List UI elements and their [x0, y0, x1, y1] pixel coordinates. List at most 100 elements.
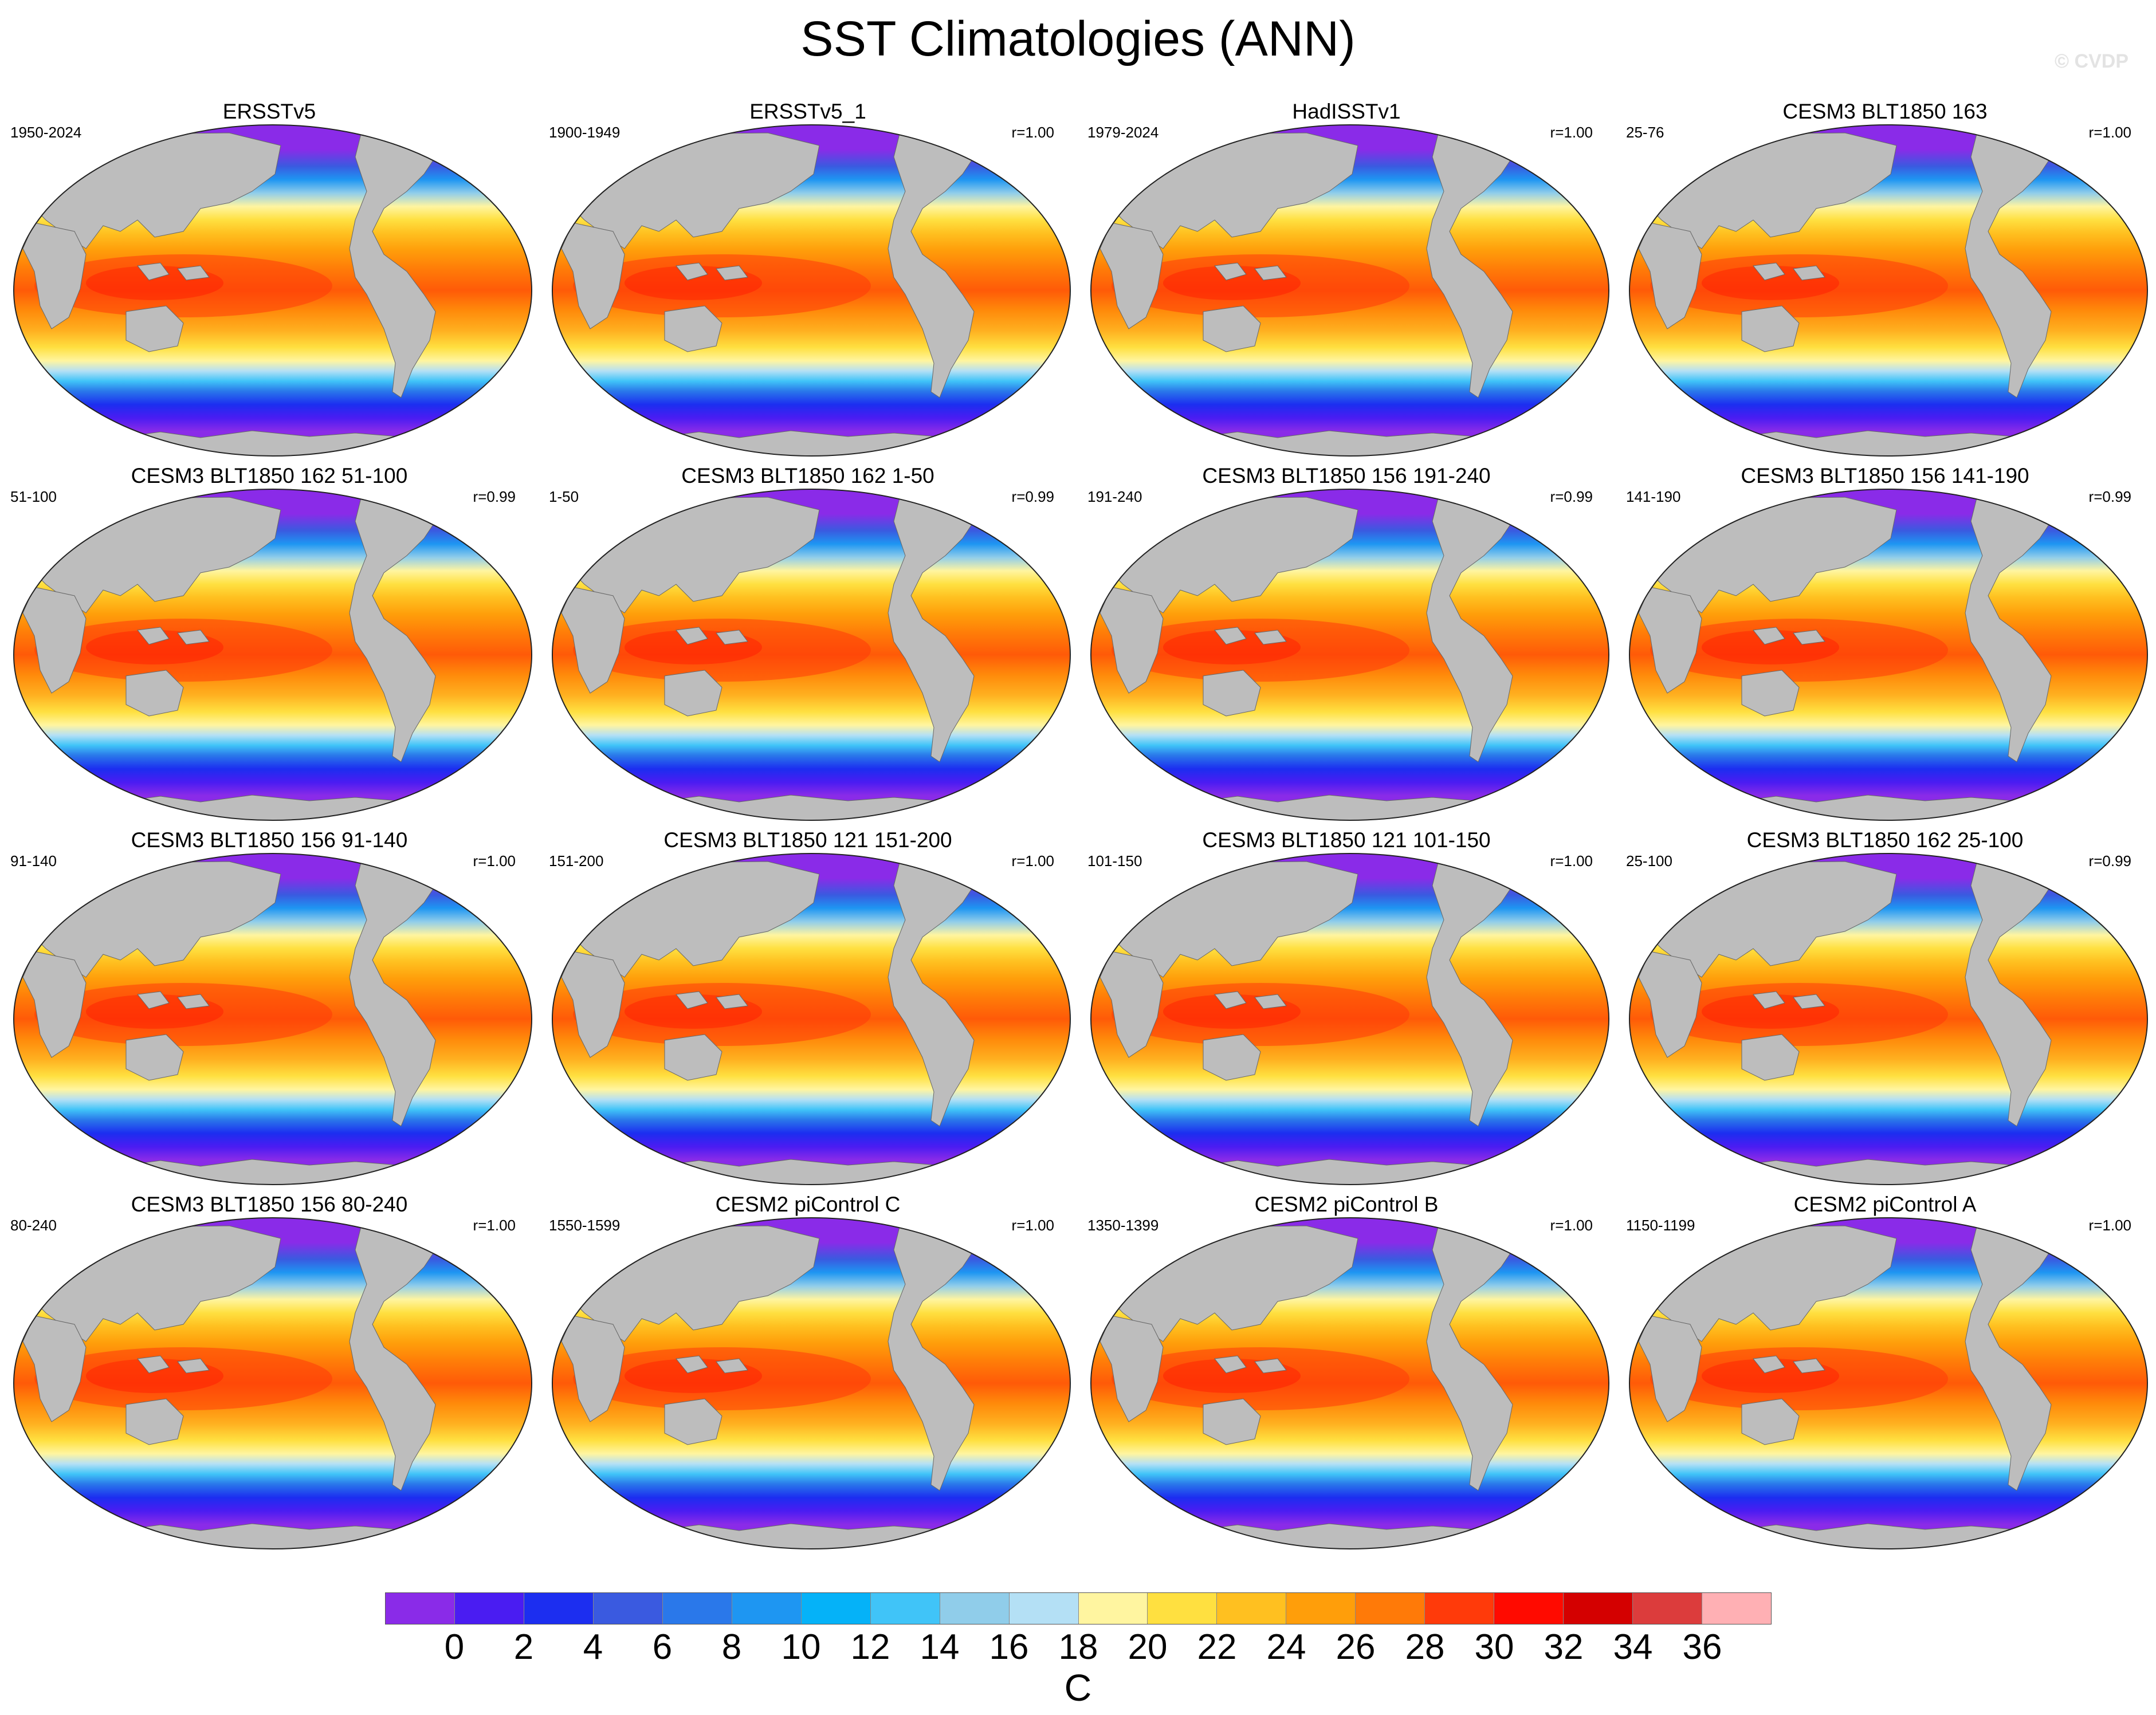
- panel-correlation-label: r=0.99: [473, 488, 516, 505]
- map-panel: CESM3 BLT1850 163 25-76 r=1.00: [1616, 99, 2154, 458]
- panel-title: CESM3 BLT1850 156 191-240: [1202, 464, 1491, 487]
- panel-correlation-label: r=1.00: [1550, 124, 1593, 141]
- panel-correlation-label: r=1.00: [2088, 124, 2131, 141]
- colorbar-tick-label: 22: [1197, 1627, 1237, 1667]
- colorbar-tick-label: 14: [920, 1627, 960, 1667]
- colorbar-box: [1425, 1593, 1495, 1624]
- panel-period-label: 1900-1949: [549, 124, 621, 141]
- colorbar-box: [593, 1593, 663, 1624]
- map-panel: CESM3 BLT1850 156 191-240 191-240 r=0.99: [1077, 463, 1616, 823]
- map-panel: CESM3 BLT1850 156 141-190 141-190 r=0.99: [1616, 463, 2154, 823]
- colorbar-labels: 0 2 4 6 8 10 12 14 16 18 20 22 24 26 28 30 32 34 36: [385, 1627, 1772, 1667]
- map-panel: CESM3 BLT1850 162 51-100 51-100 r=0.99: [0, 463, 539, 823]
- colorbar-tick-label: 6: [652, 1627, 673, 1667]
- colorbar-box: [454, 1593, 524, 1624]
- panel-title: ERSSTv5_1: [749, 100, 866, 123]
- panel-period-label: 1150-1199: [1626, 1217, 1695, 1234]
- panel-title: ERSSTv5: [222, 100, 316, 123]
- colorbar-tick-label: 10: [781, 1627, 821, 1667]
- sst-map: [1089, 487, 1611, 823]
- panel-correlation-label: r=1.00: [1011, 852, 1054, 870]
- panel-correlation-label: r=0.99: [1550, 488, 1593, 505]
- watermark: © CVDP: [2055, 50, 2128, 72]
- colorbar-box: [1633, 1593, 1703, 1624]
- map-panel: CESM3 BLT1850 162 1-50 1-50 r=0.99: [539, 463, 1077, 823]
- colorbar-box: [1494, 1593, 1564, 1624]
- colorbar-tick-label: 32: [1544, 1627, 1584, 1667]
- panel-title: CESM3 BLT1850 121 151-200: [663, 828, 952, 852]
- colorbar-box: [1217, 1593, 1287, 1624]
- panel-correlation-label: r=0.99: [2088, 488, 2131, 505]
- panel-correlation-label: r=1.00: [1550, 852, 1593, 870]
- colorbar-unit: C: [1064, 1666, 1092, 1709]
- panel-correlation-label: r=0.99: [2088, 852, 2131, 870]
- sst-map: [550, 1216, 1073, 1551]
- map-panel: CESM3 BLT1850 121 151-200 151-200 r=1.00: [539, 827, 1077, 1187]
- sst-map: [1627, 123, 2150, 458]
- sst-map: [1627, 487, 2150, 823]
- colorbar-box: [1564, 1593, 1633, 1624]
- colorbar-box: [662, 1593, 732, 1624]
- panel-correlation-label: r=1.00: [1550, 1217, 1593, 1234]
- colorbar-box: [940, 1593, 1010, 1624]
- colorbar-tick-label: 26: [1336, 1627, 1376, 1667]
- colorbar-tick-label: 12: [850, 1627, 890, 1667]
- panel-period-label: 80-240: [10, 1217, 57, 1234]
- colorbar-box: [1009, 1593, 1079, 1624]
- map-panel: CESM3 BLT1850 121 101-150 101-150 r=1.00: [1077, 827, 1616, 1187]
- sst-map: [1627, 851, 2150, 1187]
- colorbar-box: [1078, 1593, 1148, 1624]
- colorbar-box: [1148, 1593, 1218, 1624]
- colorbar-tick-label: 0: [444, 1627, 465, 1667]
- sst-map: [550, 851, 1073, 1187]
- map-panel: CESM3 BLT1850 156 80-240 80-240 r=1.00: [0, 1191, 539, 1551]
- sst-map: [1089, 851, 1611, 1187]
- panel-period-label: 51-100: [10, 488, 57, 505]
- panel-correlation-label: r=1.00: [1011, 124, 1054, 141]
- colorbar-box: [524, 1593, 594, 1624]
- panel-period-label: 1350-1399: [1087, 1217, 1159, 1234]
- panel-title: CESM2 piControl B: [1254, 1193, 1439, 1216]
- panel-title: HadISSTv1: [1292, 100, 1401, 123]
- map-panel: ERSSTv5_1 1900-1949 r=1.00: [539, 99, 1077, 458]
- map-panel: CESM3 BLT1850 162 25-100 25-100 r=0.99: [1616, 827, 2154, 1187]
- colorbar-box: [732, 1593, 802, 1624]
- panel-title: CESM3 BLT1850 156 91-140: [131, 828, 408, 852]
- colorbar-tick-label: 34: [1613, 1627, 1653, 1667]
- colorbar-box: [1286, 1593, 1356, 1624]
- colorbar-box: [870, 1593, 940, 1624]
- panel-period-label: 141-190: [1626, 488, 1681, 505]
- sst-map: [1627, 1216, 2150, 1551]
- sst-map: [11, 1216, 534, 1551]
- sst-map: [11, 123, 534, 458]
- colorbar-tick-label: 30: [1474, 1627, 1514, 1667]
- map-panel: CESM2 piControl B 1350-1399 r=1.00: [1077, 1191, 1616, 1551]
- map-panel: CESM2 piControl A 1150-1199 r=1.00: [1616, 1191, 2154, 1551]
- sst-map: [1089, 1216, 1611, 1551]
- panel-period-label: 191-240: [1087, 488, 1142, 505]
- panel-period-label: 1-50: [549, 488, 579, 505]
- colorbar-tick-label: 36: [1682, 1627, 1722, 1667]
- panel-title: CESM3 BLT1850 156 80-240: [131, 1193, 408, 1216]
- panel-correlation-label: r=1.00: [1011, 1217, 1054, 1234]
- panel-period-label: 25-76: [1626, 124, 1664, 141]
- map-panel: CESM3 BLT1850 156 91-140 91-140 r=1.00: [0, 827, 539, 1187]
- colorbar-tick-label: 16: [989, 1627, 1029, 1667]
- panel-period-label: 101-150: [1087, 852, 1142, 870]
- panel-title: CESM3 BLT1850 156 141-190: [1741, 464, 2029, 487]
- panel-period-label: 91-140: [10, 852, 57, 870]
- sst-map: [550, 487, 1073, 823]
- panel-correlation-label: r=1.00: [473, 1217, 516, 1234]
- panel-title: CESM2 piControl A: [1793, 1193, 1977, 1216]
- colorbar-tick-label: 4: [583, 1627, 603, 1667]
- panel-period-label: 1979-2024: [1087, 124, 1159, 141]
- panel-period-label: 25-100: [1626, 852, 1672, 870]
- panel-period-label: 151-200: [549, 852, 604, 870]
- colorbar-box: [801, 1593, 871, 1624]
- map-panel: ERSSTv5 1950-2024: [0, 99, 539, 458]
- panel-title: CESM3 BLT1850 162 25-100: [1746, 828, 2024, 852]
- colorbar-tick-label: 2: [513, 1627, 534, 1667]
- panel-period-label: 1550-1599: [549, 1217, 621, 1234]
- sst-map: [11, 487, 534, 823]
- colorbar-tick-label: 8: [721, 1627, 742, 1667]
